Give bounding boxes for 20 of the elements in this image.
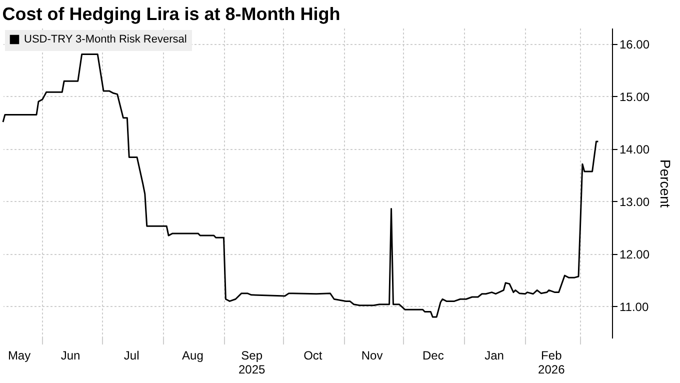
x-tick-label: Nov — [361, 348, 383, 362]
x-tick-label: Jun — [60, 348, 80, 362]
line-series — [2, 54, 599, 318]
legend-label: USD-TRY 3-Month Risk Reversal — [24, 34, 187, 46]
x-tick-label: Oct — [304, 348, 323, 362]
x-tick-label: Jan — [484, 348, 504, 362]
y-axis-title: Percent — [658, 159, 674, 208]
x-tick-label: Jul — [124, 348, 140, 362]
y-tick-label: 16.00 — [620, 37, 650, 52]
y-tick-label: 12.00 — [620, 247, 650, 262]
x-tick-label: Aug — [182, 348, 204, 362]
x-tick-label: Dec — [422, 348, 444, 362]
y-tick-label: 11.00 — [620, 300, 649, 314]
x-tick-label: May — [8, 348, 31, 362]
y-tick-label: 14.00 — [620, 142, 650, 156]
chart-title: Cost of Hedging Lira is at 8-Month High — [2, 4, 340, 24]
y-tick-label: 15.00 — [620, 90, 650, 104]
y-tick-label: 13.00 — [620, 194, 650, 209]
x-tick-label: Sep 2025 — [238, 348, 266, 376]
x-tick-label: Feb 2026 — [538, 348, 566, 376]
